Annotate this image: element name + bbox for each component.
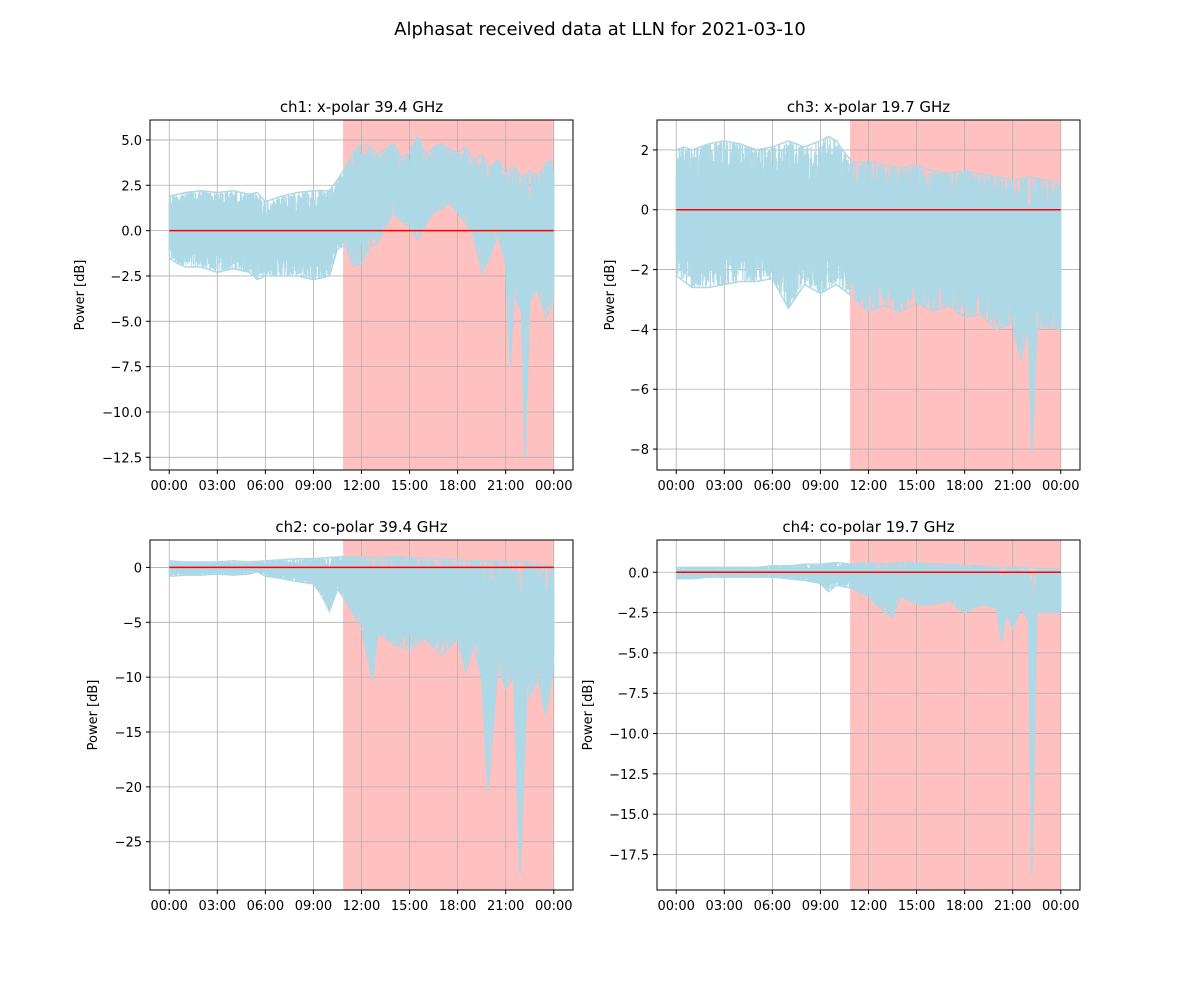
ch3-ytick-label-4: 0 xyxy=(641,204,649,219)
ch3-title: ch3: x-polar 19.7 GHz xyxy=(787,98,950,116)
ch1-xtick-label-1: 03:00 xyxy=(199,479,236,494)
ch2-ytick-label-1: −20 xyxy=(115,781,142,796)
ch4-ytick-label-5: −5.0 xyxy=(617,647,649,662)
ch2-ytick-label-0: −25 xyxy=(115,836,142,851)
ch1-signal-strokes xyxy=(168,138,555,451)
ch2-xtick-label-3: 09:00 xyxy=(295,899,332,914)
ch1-ytick-label-2: −7.5 xyxy=(110,361,142,376)
ch1-xtick-label-3: 09:00 xyxy=(295,479,332,494)
ch1-ytick-label-0: −12.5 xyxy=(102,451,142,466)
subplot-ch2: 00:00 03:00 06:00 09:00 12:00 15:00 18:00 21:00… xyxy=(86,518,574,914)
ch1-ytick-label-6: 2.5 xyxy=(121,179,142,194)
ch2-xtick-label-6: 18:00 xyxy=(439,899,476,914)
ch1-xtick-label-7: 21:00 xyxy=(487,479,524,494)
subplot-ch3: 00:00 03:00 06:00 09:00 12:00 15:00 18:00 21:00… xyxy=(603,98,1081,494)
ch2-ytick-label-3: −10 xyxy=(115,671,142,686)
ch2-xtick-label-8: 00:00 xyxy=(535,899,572,914)
ch3-xtick-label-5: 15:00 xyxy=(898,479,935,494)
ch3-ytick-label-2: −4 xyxy=(630,323,649,338)
ch2-ytick-label-2: −15 xyxy=(115,726,142,741)
ch4-xtick-label-7: 21:00 xyxy=(994,899,1031,914)
ch2-series-upper xyxy=(169,555,554,566)
ch2-title: ch2: co-polar 39.4 GHz xyxy=(275,518,447,536)
ch4-title: ch4: co-polar 19.7 GHz xyxy=(782,518,954,536)
ch1-title: ch1: x-polar 39.4 GHz xyxy=(280,98,443,116)
ch3-xtick-label-1: 03:00 xyxy=(706,479,743,494)
ch1-xtick-label-5: 15:00 xyxy=(391,479,428,494)
ch1-ytick-label-1: −10.0 xyxy=(102,406,142,421)
ch3-xtick-label-6: 18:00 xyxy=(946,479,983,494)
ch3-series-lower xyxy=(675,274,1061,453)
ch3-xtick-label-8: 00:00 xyxy=(1042,479,1079,494)
ch4-xtick-label-0: 00:00 xyxy=(657,899,694,914)
ch1-xtick-label-0: 00:00 xyxy=(150,479,187,494)
ch4-ytick-label-4: −7.5 xyxy=(617,687,649,702)
ch2-xtick-label-7: 21:00 xyxy=(487,899,524,914)
ch1-xtick-label-6: 18:00 xyxy=(439,479,476,494)
ch4-ytick-label-2: −12.5 xyxy=(609,768,649,783)
ch4-ytick-label-6: −2.5 xyxy=(617,607,649,622)
ch4-ytick-label-1: −15.0 xyxy=(609,808,649,823)
ch4-ytick-label-0: −17.5 xyxy=(609,849,649,864)
ch4-series-lower xyxy=(676,576,1061,876)
ch1-xtick-label-2: 06:00 xyxy=(247,479,284,494)
ch3-xtick-label-4: 12:00 xyxy=(850,479,887,494)
ch1-series-upper xyxy=(169,134,555,203)
ch2-xtick-label-2: 06:00 xyxy=(247,899,284,914)
ch2-xtick-label-0: 00:00 xyxy=(150,899,187,914)
ch4-ytick-label-3: −10.0 xyxy=(609,728,649,743)
ch4-xtick-label-5: 15:00 xyxy=(898,899,935,914)
figure-suptitle: Alphasat received data at LLN for 2021-0… xyxy=(394,19,806,40)
ch2-xtick-label-5: 15:00 xyxy=(391,899,428,914)
ch1-ytick-label-7: 5.0 xyxy=(121,134,142,149)
ch3-xtick-label-0: 00:00 xyxy=(657,479,694,494)
ch3-signal-strokes xyxy=(675,137,1062,445)
ch3-ytick-label-0: −8 xyxy=(630,443,649,458)
ch1-xtick-label-8: 00:00 xyxy=(535,479,572,494)
ch4-xtick-label-1: 03:00 xyxy=(706,899,743,914)
subplot-ch1: 00:00 03:00 06:00 09:00 12:00 15:00 18:00 21:00… xyxy=(73,98,574,494)
ch1-ylabel: Power [dB] xyxy=(73,260,88,331)
ch1-xtick-label-4: 12:00 xyxy=(343,479,380,494)
ch3-xtick-label-7: 21:00 xyxy=(994,479,1031,494)
ch4-ytick-label-7: 0.0 xyxy=(628,566,649,581)
ch3-ytick-label-1: −6 xyxy=(630,383,649,398)
ch2-ytick-label-5: 0 xyxy=(134,561,142,576)
ch3-ytick-label-3: −2 xyxy=(630,264,649,279)
ch4-xtick-label-6: 18:00 xyxy=(946,899,983,914)
ch2-ytick-label-4: −5 xyxy=(123,616,142,631)
ch3-xtick-label-3: 09:00 xyxy=(802,479,839,494)
ch4-xtick-label-2: 06:00 xyxy=(754,899,791,914)
ch4-xtick-label-3: 09:00 xyxy=(802,899,839,914)
ch4-ylabel: Power [dB] xyxy=(581,680,596,751)
subplot-grid: 00:00 03:00 06:00 09:00 12:00 15:00 18:00 21:00… xyxy=(73,98,1081,914)
ch3-xtick-label-2: 06:00 xyxy=(754,479,791,494)
subplot-ch4: 00:00 03:00 06:00 09:00 12:00 15:00 18:00 21:00… xyxy=(581,518,1081,914)
ch2-xtick-label-1: 03:00 xyxy=(199,899,236,914)
ch4-xtick-label-8: 00:00 xyxy=(1042,899,1079,914)
ch2-ylabel: Power [dB] xyxy=(86,680,101,751)
ch3-series-upper xyxy=(675,135,1061,184)
ch2-xtick-label-4: 12:00 xyxy=(343,899,380,914)
ch2-series-lower xyxy=(169,571,555,875)
ch3-ylabel: Power [dB] xyxy=(603,260,618,331)
ch3-ytick-label-5: 2 xyxy=(641,144,649,159)
ch1-ytick-label-5: 0.0 xyxy=(121,225,142,240)
ch4-series-upper xyxy=(676,561,1061,570)
ch1-series-lower xyxy=(168,202,555,458)
ch1-ytick-label-4: −2.5 xyxy=(110,270,142,285)
ch1-ytick-label-3: −5.0 xyxy=(110,315,142,330)
ch4-xtick-label-4: 12:00 xyxy=(850,899,887,914)
